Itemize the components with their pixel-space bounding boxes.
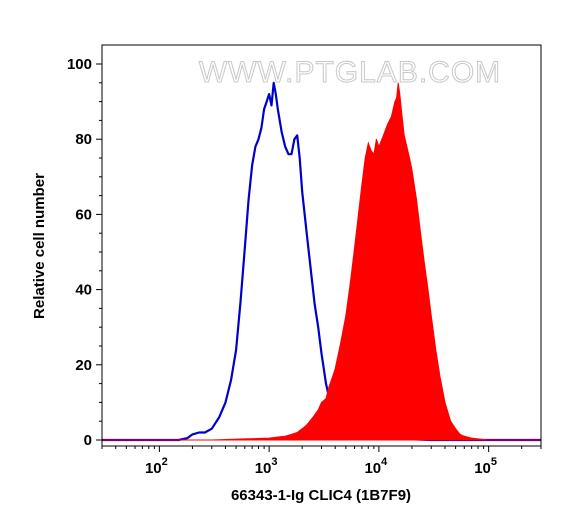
y-tick-label: 60 [75,206,92,223]
x-tick-label: 102 [145,456,168,477]
x-tick-label: 104 [364,456,388,477]
plot-background [102,45,541,446]
y-tick-label: 80 [75,131,92,148]
series-1-area [102,82,541,441]
watermark: WWW.PTGLAB.COM [199,56,501,89]
y-tick-label: 100 [67,56,92,73]
x-tick-label: 105 [474,456,497,477]
y-axis: 0 20 40 60 80 100 [67,56,102,449]
y-tick-label: 40 [75,282,92,299]
series-layer [102,81,541,442]
y-axis-title: Relative cell number [31,173,48,319]
x-tick-label: 103 [255,456,278,477]
x-axis: 102 103 104 105 [101,446,542,477]
y-tick-label: 20 [75,357,92,374]
y-tick-label: 0 [84,432,92,449]
x-axis-title: 66343-1-Ig CLIC4 (1B7F9) [231,487,411,504]
